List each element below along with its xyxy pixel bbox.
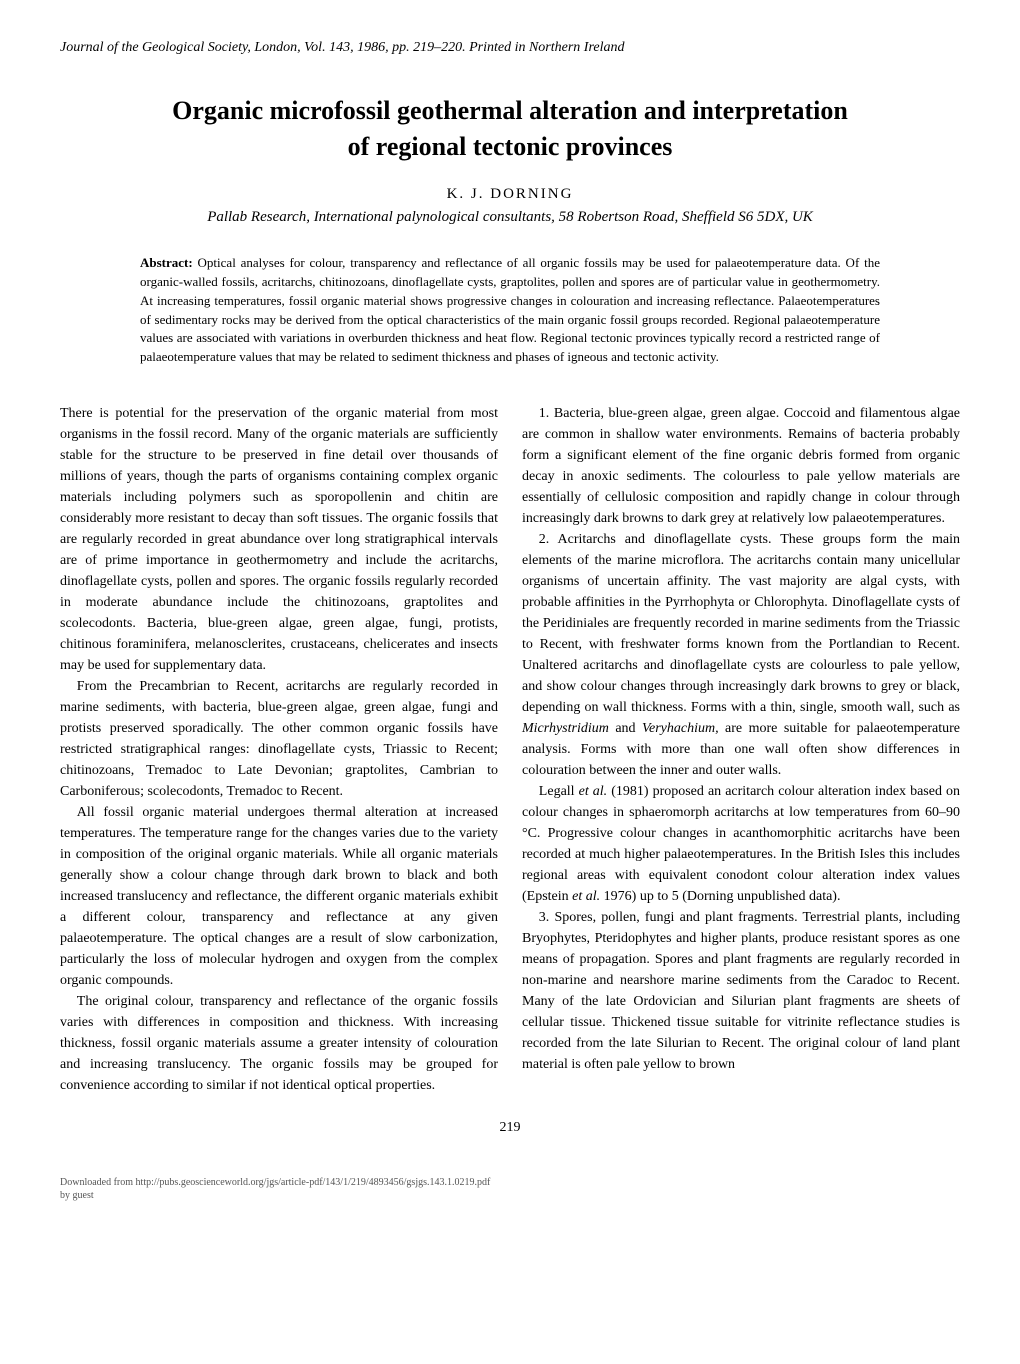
article-title-line1: Organic microfossil geothermal alteratio…: [60, 96, 960, 126]
journal-header: Journal of the Geological Society, Londo…: [60, 40, 960, 56]
species-name: Micrhystridium: [522, 721, 609, 736]
body-paragraph: 3. Spores, pollen, fungi and plant fragm…: [522, 907, 960, 1075]
footer-line: Downloaded from http://pubs.geosciencewo…: [60, 1176, 960, 1189]
body-paragraph: The original colour, transparency and re…: [60, 991, 498, 1096]
paragraph-text: (1981) proposed an acritarch colour alte…: [522, 784, 960, 904]
footer-line: by guest: [60, 1189, 960, 1202]
page-number: 219: [60, 1120, 960, 1136]
body-paragraph: 1. Bacteria, blue-green algae, green alg…: [522, 403, 960, 529]
paragraph-text: and: [609, 721, 642, 736]
author-name: K. J. DORNING: [60, 186, 960, 203]
download-footer: Downloaded from http://pubs.geosciencewo…: [60, 1176, 960, 1202]
species-name: Veryhachium,: [642, 721, 719, 736]
body-paragraph: There is potential for the preservation …: [60, 403, 498, 676]
abstract-block: Abstract: Optical analyses for colour, t…: [140, 254, 880, 367]
body-paragraph: 2. Acritarchs and dinoflagellate cysts. …: [522, 529, 960, 781]
body-paragraph: All fossil organic material undergoes th…: [60, 802, 498, 991]
paragraph-text: Legall: [539, 784, 579, 799]
et-al: et al.: [572, 889, 600, 904]
body-columns: There is potential for the preservation …: [60, 403, 960, 1096]
paragraph-text: 1976) up to 5 (Dorning unpublished data)…: [600, 889, 840, 904]
abstract-text: Optical analyses for colour, transparenc…: [140, 255, 880, 364]
abstract-label: Abstract:: [140, 255, 193, 270]
paragraph-text: 2. Acritarchs and dinoflagellate cysts. …: [522, 532, 960, 715]
body-paragraph: From the Precambrian to Recent, acritarc…: [60, 676, 498, 802]
et-al: et al.: [579, 784, 608, 799]
right-column: 1. Bacteria, blue-green algae, green alg…: [522, 403, 960, 1096]
body-paragraph: Legall et al. (1981) proposed an acritar…: [522, 781, 960, 907]
author-affiliation: Pallab Research, International palynolog…: [60, 209, 960, 226]
article-title-line2: of regional tectonic provinces: [60, 132, 960, 162]
left-column: There is potential for the preservation …: [60, 403, 498, 1096]
